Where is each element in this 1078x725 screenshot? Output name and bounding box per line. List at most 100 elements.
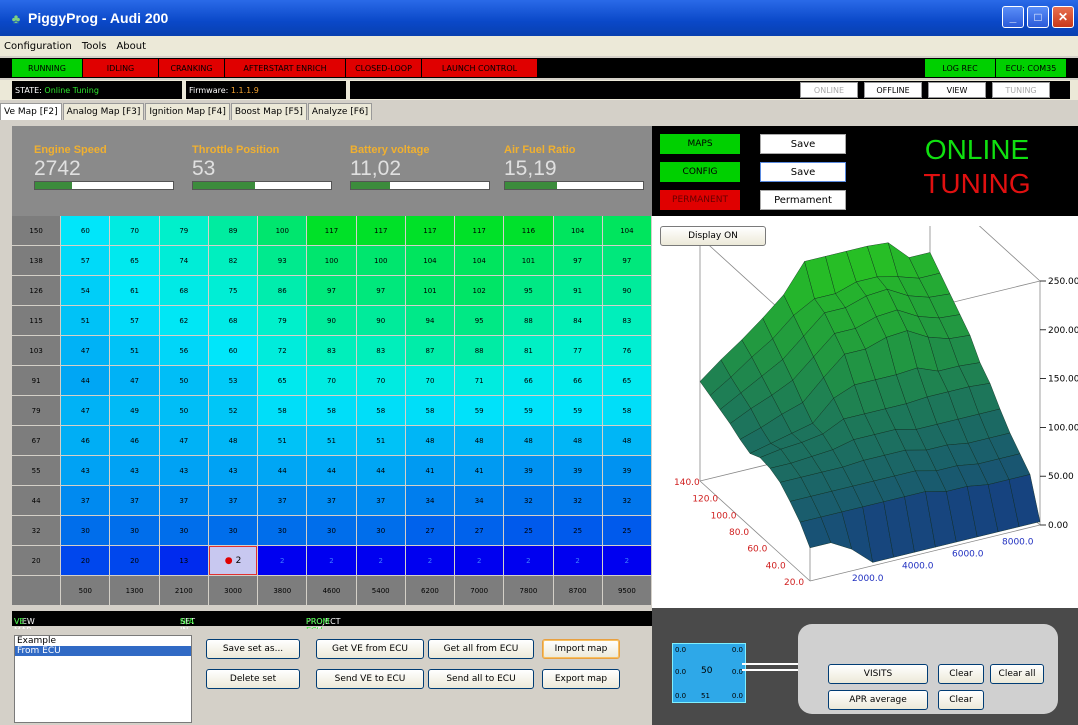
ve-cell[interactable]: 104: [455, 246, 504, 275]
menu-tools[interactable]: Tools: [81, 40, 107, 52]
ve-cell[interactable]: 32: [553, 486, 602, 515]
ve-cell[interactable]: 2: [602, 546, 651, 575]
ve-cell[interactable]: 25: [553, 516, 602, 545]
ve-cell[interactable]: 90: [356, 306, 405, 335]
ve-cell[interactable]: 83: [307, 336, 356, 365]
ve-cell[interactable]: 2: [455, 546, 504, 575]
ve-cell[interactable]: 79: [159, 216, 208, 245]
ve-cell[interactable]: 65: [602, 366, 651, 395]
ve-cell[interactable]: 58: [602, 396, 651, 425]
ve-cell[interactable]: 48: [455, 426, 504, 455]
ve-cell[interactable]: 86: [258, 276, 307, 305]
ve-cell[interactable]: 100: [356, 246, 405, 275]
ve-cell[interactable]: 117: [307, 216, 356, 245]
tab-ignition-map[interactable]: Ignition Map [F4]: [145, 103, 230, 120]
ve-cell[interactable]: 44: [307, 456, 356, 485]
ve-cell[interactable]: 93: [258, 246, 307, 275]
ve-cell[interactable]: 62: [159, 306, 208, 335]
ve-cell[interactable]: 97: [307, 276, 356, 305]
ve-cell[interactable]: 77: [553, 336, 602, 365]
ve-cell[interactable]: 2: [307, 546, 356, 575]
ve-cell[interactable]: 37: [61, 486, 110, 515]
ve-cell[interactable]: 83: [356, 336, 405, 365]
ve-cell[interactable]: 101: [405, 276, 455, 305]
tab-analyze[interactable]: Analyze [F6]: [307, 103, 373, 120]
ve-cell[interactable]: 94: [405, 306, 455, 335]
tab-boost-map[interactable]: Boost Map [F5]: [230, 103, 307, 120]
delete-set-button[interactable]: Delete set: [206, 669, 300, 689]
ve-cell[interactable]: 97: [602, 246, 651, 275]
ve-cell[interactable]: 70: [307, 366, 356, 395]
list-item[interactable]: Example: [17, 636, 57, 646]
ve-cell[interactable]: 76: [602, 336, 651, 365]
ve-cell[interactable]: 20: [61, 546, 110, 575]
ve-cell[interactable]: 97: [356, 276, 405, 305]
ve-cell[interactable]: 34: [405, 486, 455, 515]
ve-cell[interactable]: 34: [455, 486, 504, 515]
ve-cell[interactable]: 37: [356, 486, 405, 515]
ve-cell[interactable]: 43: [110, 456, 159, 485]
ve-cell[interactable]: 95: [504, 276, 553, 305]
ve-cell[interactable]: 70: [110, 216, 159, 245]
ve-cell[interactable]: 13: [159, 546, 208, 575]
ve-cell[interactable]: 27: [405, 516, 455, 545]
ve-cell[interactable]: 30: [61, 516, 110, 545]
ve-cell[interactable]: 87: [405, 336, 455, 365]
ve-cell[interactable]: 58: [307, 396, 356, 425]
maximize-button[interactable]: □: [1027, 6, 1049, 28]
clear-apr-button[interactable]: Clear: [938, 690, 984, 710]
ve-cell[interactable]: 44: [258, 456, 307, 485]
ve-cell[interactable]: 88: [455, 336, 504, 365]
ve-cell[interactable]: 46: [61, 426, 110, 455]
ve-cell[interactable]: 48: [208, 426, 258, 455]
permanent-button[interactable]: Permament: [760, 190, 846, 210]
ve-cell[interactable]: 117: [405, 216, 455, 245]
ve-cell[interactable]: 2: [553, 546, 602, 575]
ve-cell[interactable]: 47: [159, 426, 208, 455]
ve-cell[interactable]: 43: [61, 456, 110, 485]
ve-cell[interactable]: 95: [455, 306, 504, 335]
ve-cell[interactable]: 41: [455, 456, 504, 485]
ve-cell[interactable]: 44: [356, 456, 405, 485]
ve-cell[interactable]: 70: [405, 366, 455, 395]
ve-cell[interactable]: 65: [258, 366, 307, 395]
ve-cell[interactable]: 84: [553, 306, 602, 335]
get-all-button[interactable]: Get all from ECU: [428, 639, 534, 659]
ve-cell[interactable]: 20: [110, 546, 159, 575]
set-list[interactable]: Example From ECU: [14, 635, 192, 723]
ve-cell[interactable]: 91: [553, 276, 602, 305]
ve-cell[interactable]: 58: [405, 396, 455, 425]
ve-cell[interactable]: 37: [258, 486, 307, 515]
ve-cell[interactable]: 60: [61, 216, 110, 245]
ve-cell[interactable]: 32: [602, 486, 651, 515]
ve-cell[interactable]: 100: [258, 216, 307, 245]
ve-cell[interactable]: 72: [258, 336, 307, 365]
ve-cell[interactable]: 100: [307, 246, 356, 275]
ve-cell[interactable]: 90: [307, 306, 356, 335]
ve-cell[interactable]: 47: [61, 336, 110, 365]
menu-configuration[interactable]: Configuration: [4, 40, 72, 52]
ve-cell[interactable]: 25: [504, 516, 553, 545]
ve-cell[interactable]: 68: [208, 306, 258, 335]
ve-cell[interactable]: 52: [208, 396, 258, 425]
ve-cell[interactable]: 48: [504, 426, 553, 455]
ve-cell[interactable]: 104: [553, 216, 602, 245]
ve-cell[interactable]: 25: [602, 516, 651, 545]
ve-cell[interactable]: 51: [61, 306, 110, 335]
ve-cell[interactable]: 39: [504, 456, 553, 485]
ve-cell[interactable]: 48: [602, 426, 651, 455]
tab-ve-map[interactable]: Ve Map [F2]: [0, 103, 62, 120]
ve-cell[interactable]: 66: [504, 366, 553, 395]
ve-cell[interactable]: 79: [258, 306, 307, 335]
ve-cell[interactable]: 2: [405, 546, 455, 575]
ve-cell[interactable]: 43: [208, 456, 258, 485]
ve-cell[interactable]: 30: [208, 516, 258, 545]
ve-cell[interactable]: 51: [258, 426, 307, 455]
mode-view[interactable]: VIEW: [928, 82, 986, 98]
save-maps-button[interactable]: Save: [760, 134, 846, 154]
ve-cell[interactable]: 46: [110, 426, 159, 455]
ve-cell[interactable]: 104: [602, 216, 651, 245]
ve-cell[interactable]: 27: [455, 516, 504, 545]
ve-cell[interactable]: 37: [307, 486, 356, 515]
ve-cell[interactable]: 2: [356, 546, 405, 575]
